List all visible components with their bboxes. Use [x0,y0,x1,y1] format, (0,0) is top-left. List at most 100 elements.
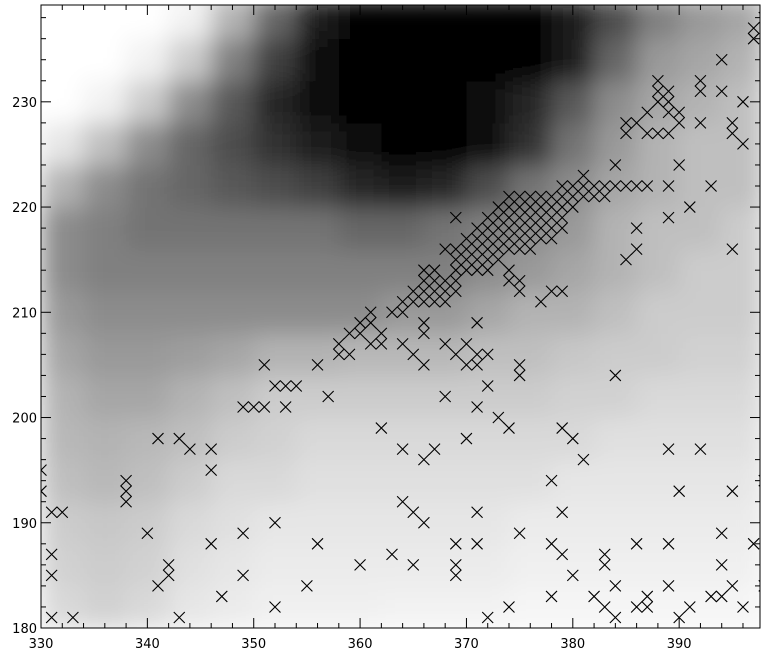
image-cell [679,417,723,461]
image-cell [721,207,760,250]
image-cell [551,80,595,124]
marker [481,243,494,256]
marker [598,601,611,613]
marker [694,74,707,87]
marker [545,222,558,234]
marker [620,180,632,192]
marker [152,580,164,592]
y-tick-label: 230 [12,96,37,111]
marker [503,211,515,224]
marker [375,327,388,340]
y-tick-label: 220 [12,201,37,216]
marker [45,506,58,519]
image-cell [508,585,553,628]
marker [418,295,430,308]
image-cell [423,333,467,376]
marker [662,127,675,140]
marker [673,159,686,171]
marker [173,432,186,445]
marker [641,601,654,613]
image-cell [83,122,127,166]
marker [449,558,462,571]
image-cell [296,417,340,461]
marker [428,295,441,308]
image-cell [253,122,297,166]
marker [481,253,494,266]
marker [492,201,505,213]
marker [652,85,664,98]
image-cell [721,417,760,461]
image-cell [296,375,340,419]
marker [375,337,388,350]
image-cell [508,5,553,40]
image-cell [636,291,680,334]
image-cell [381,459,425,503]
marker [630,180,643,192]
image-cell [83,291,127,334]
marker [460,243,473,256]
marker [449,537,462,550]
marker [418,316,430,329]
image-cell [551,375,595,419]
marker [726,485,739,498]
marker [662,211,675,224]
marker [237,527,249,540]
image-cell [83,207,127,250]
image-cell [41,249,85,292]
marker [396,495,409,508]
image-cell [296,291,340,334]
x-tick-label: 350 [241,637,266,652]
marker [715,590,728,603]
marker [173,611,186,624]
marker [545,474,558,487]
image-cell [381,249,425,292]
marker [609,369,622,382]
marker [460,359,473,371]
image-cell [296,585,340,628]
image-cell [636,164,680,208]
marker [418,274,430,287]
image-cell [338,122,382,166]
image-cell [41,333,85,376]
marker [471,537,483,550]
marker [513,211,526,224]
marker [588,590,600,603]
marker [545,285,558,298]
image-cell [381,80,425,124]
image-cell [551,122,595,166]
marker [609,180,622,192]
image-cell [466,417,510,461]
image-cell [126,501,170,545]
marker [396,306,409,319]
marker [566,432,579,445]
image-cell [168,291,212,334]
image-cell [381,207,425,250]
marker [311,359,324,371]
image-cell [551,459,595,503]
image-cell [508,459,553,503]
marker [322,390,335,403]
marker [715,85,728,98]
image-cell [83,80,127,124]
image-cell [296,122,340,166]
image-cell [41,459,85,503]
marker [503,232,515,245]
image-cell [721,543,760,587]
marker [120,485,132,498]
image-cell [168,543,212,587]
marker [513,243,526,256]
y-tick-label: 190 [12,517,37,532]
marker [354,558,366,571]
marker [630,116,643,129]
marker [428,274,441,287]
image-cell [253,543,297,587]
marker [449,285,462,298]
image-cell [126,291,170,334]
marker [662,180,675,192]
marker [471,253,483,266]
image-cell [594,501,638,545]
image-cell [41,38,85,82]
marker [439,243,452,256]
marker [556,285,569,298]
marker [471,264,483,277]
